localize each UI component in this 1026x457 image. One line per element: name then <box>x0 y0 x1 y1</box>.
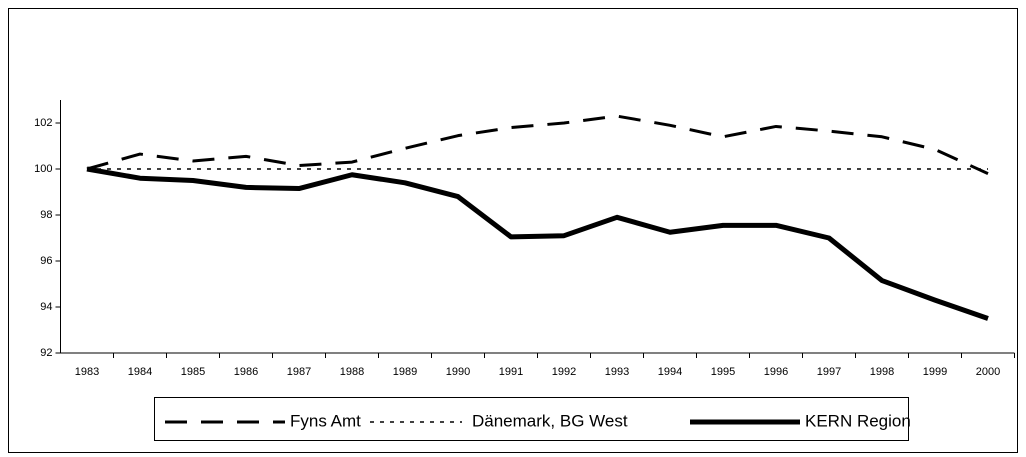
x-tick-label: 1983 <box>75 366 99 378</box>
y-tick-label: 100 <box>34 163 52 175</box>
x-tick-label: 1998 <box>870 366 894 378</box>
x-tick-label: 1993 <box>605 366 629 378</box>
x-tick-label: 1986 <box>234 366 258 378</box>
x-tick-label: 1997 <box>817 366 841 378</box>
legend-box <box>154 397 909 441</box>
series-line <box>86 166 989 321</box>
x-tick-label: 1984 <box>128 366 152 378</box>
legend-label: Fyns Amt <box>290 411 361 430</box>
x-tick-label: 1991 <box>499 366 523 378</box>
x-tick-label: 1996 <box>764 366 788 378</box>
y-tick-label: 102 <box>34 117 52 129</box>
x-tick-label: 1992 <box>552 366 576 378</box>
x-tick-label: 1999 <box>923 366 947 378</box>
x-tick-label: 1995 <box>711 366 735 378</box>
x-tick-label: 1990 <box>446 366 470 378</box>
x-tick-label: 2000 <box>976 366 1000 378</box>
x-tick-label: 1989 <box>393 366 417 378</box>
x-tick-label: 1994 <box>658 366 682 378</box>
y-tick-label: 92 <box>40 347 52 359</box>
y-tick-label: 94 <box>40 301 52 313</box>
x-tick-label: 1987 <box>287 366 311 378</box>
chart-border <box>8 8 1018 453</box>
series-line <box>86 114 989 175</box>
legend-label: Dänemark, BG West <box>472 411 628 430</box>
x-tick-label: 1988 <box>340 366 364 378</box>
legend-label: KERN Region <box>805 411 911 430</box>
y-tick-label: 98 <box>40 209 52 221</box>
x-tick-label: 1985 <box>181 366 205 378</box>
y-tick-label: 96 <box>40 255 52 267</box>
